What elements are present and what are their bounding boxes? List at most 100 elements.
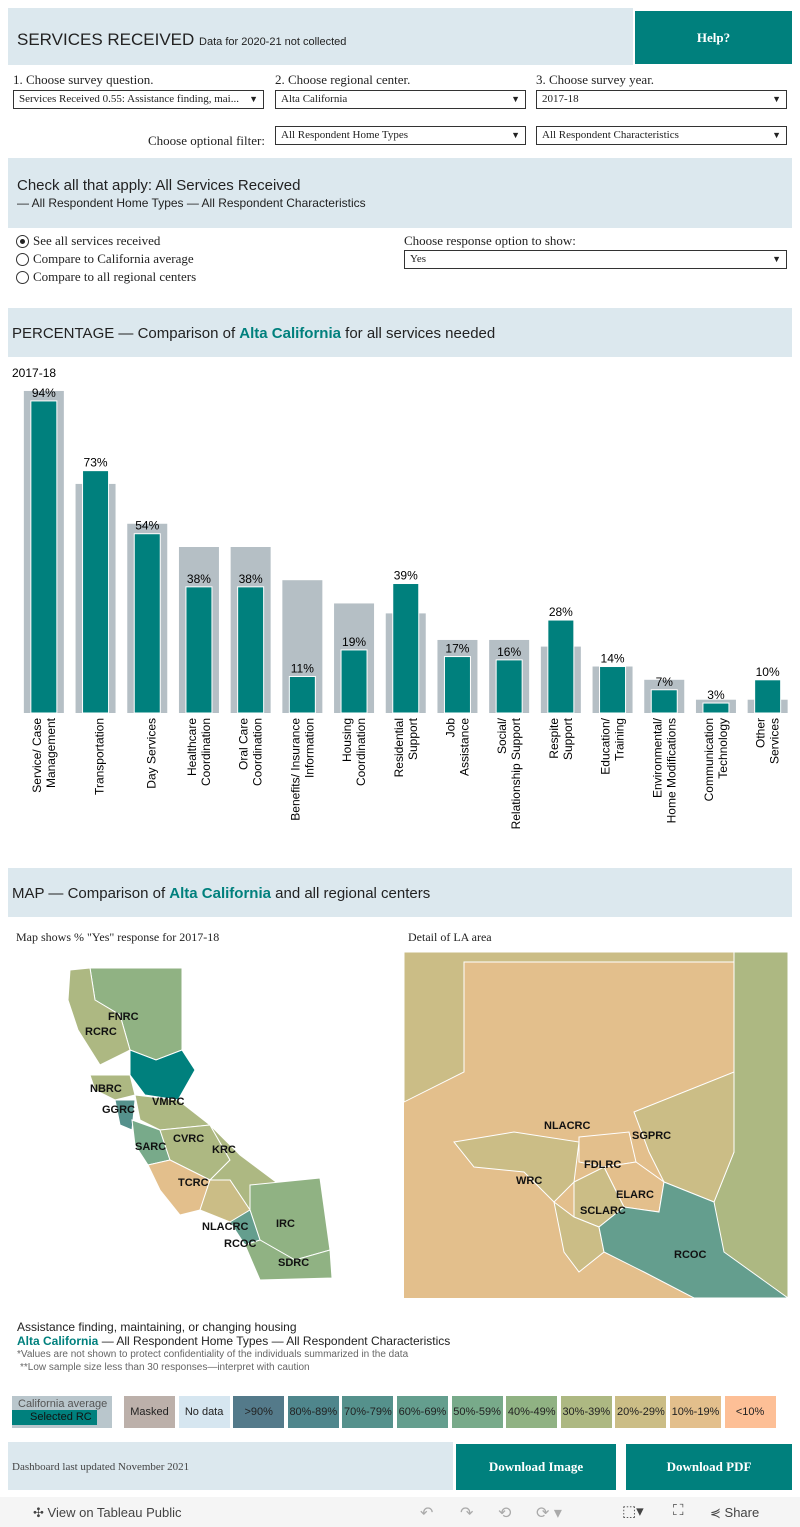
download-icon[interactable]: ⬚▾ (622, 1503, 644, 1520)
bar-value-label: 11% (291, 661, 314, 675)
radio-compare-ca[interactable]: Compare to California average (16, 251, 194, 267)
legend-swatch: 50%-59% (451, 1396, 503, 1428)
region-label: VMRC (152, 1096, 184, 1108)
selected-rc-bar[interactable] (82, 470, 110, 714)
region-alta[interactable] (129, 1049, 196, 1101)
radio-see-all[interactable]: See all services received (16, 233, 160, 249)
category-label: RespiteSupport (547, 717, 575, 760)
region-label: SCLARC (580, 1205, 626, 1217)
year-label: 3. Choose survey year. (536, 72, 655, 87)
characteristics-select[interactable]: All Respondent Characteristics ▼ (536, 126, 787, 145)
region-wrc[interactable] (453, 1131, 580, 1203)
legend-swatch: Masked (124, 1396, 175, 1428)
selected-rc-label: Selected RC (12, 1410, 97, 1425)
region-label: NLACRC (544, 1120, 590, 1132)
selected-rc-bar[interactable] (340, 649, 368, 714)
selected-rc-bar[interactable] (133, 533, 161, 714)
check-all-title: Check all that apply: All Services Recei… (17, 177, 301, 194)
legend-swatch: 10%-19% (670, 1396, 721, 1428)
radio-compare-all[interactable]: Compare to all regional centers (16, 269, 196, 285)
download-image-button[interactable]: Download Image (456, 1444, 616, 1490)
category-label: OtherServices (754, 718, 782, 764)
region-sdrc[interactable] (244, 1239, 333, 1281)
bar-value-label: 94% (32, 386, 56, 400)
fullscreen-icon[interactable]: ⛶ (673, 1502, 684, 1519)
category-label: Environmental/Home Modifications (650, 717, 678, 823)
legend-swatch: No data (178, 1396, 230, 1428)
legend-swatch: <10% (724, 1396, 776, 1428)
radio-circle[interactable] (16, 234, 29, 248)
map-left-title: Map shows % "Yes" response for 2017-18 (16, 930, 220, 944)
category-label: Oral CareCoordination (237, 718, 265, 786)
radio-circle[interactable] (16, 270, 29, 284)
region-label: WRC (516, 1175, 542, 1187)
region-label: SDRC (278, 1257, 309, 1269)
chevron-down-icon: ▼ (772, 254, 781, 264)
region-label: NLACRC (202, 1221, 248, 1233)
caption-note-sample: **Low sample size less than 30 responses… (20, 1362, 310, 1373)
last-updated: Dashboard last updated November 2021 (12, 1461, 190, 1473)
category-label: Day Services (144, 718, 158, 789)
california-map[interactable]: FNRC RCRC NBRC GGRC VMRC CVRC SARC KRC TCRC NLACR… (60, 960, 370, 1285)
year-select[interactable]: 2017-18 ▼ (536, 90, 787, 109)
legend-swatch: 40%-49% (506, 1396, 558, 1428)
legend-swatch: 70%-79% (342, 1396, 394, 1428)
help-button[interactable]: Help? (635, 11, 792, 64)
refresh-icon[interactable]: ⟳ ▾ (536, 1505, 562, 1522)
selected-rc-bar[interactable] (30, 400, 58, 714)
chevron-down-icon: ▼ (772, 130, 781, 140)
region-nlacrc[interactable] (199, 1179, 251, 1223)
bar-value-label: 28% (549, 605, 573, 619)
category-label: Social/Relationship Support (495, 717, 523, 829)
region-rcoc-detail[interactable] (598, 1181, 788, 1298)
chevron-down-icon: ▼ (511, 94, 520, 104)
download-pdf-button[interactable]: Download PDF (626, 1444, 792, 1490)
selected-rc-bar[interactable] (702, 702, 730, 714)
chevron-down-icon: ▼ (511, 130, 520, 140)
caption-filters: Alta California — All Respondent Home Ty… (17, 1334, 451, 1348)
selected-rc-bar[interactable] (650, 689, 678, 714)
home-type-select[interactable]: All Respondent Home Types ▼ (275, 126, 526, 145)
region-label: NBRC (90, 1083, 122, 1095)
category-label: CommunicationTechnology (702, 718, 730, 801)
category-label: HealthcareCoordination (185, 718, 213, 786)
percentage-header (8, 308, 792, 357)
optional-filter-label: Choose optional filter: (148, 133, 265, 148)
redo-icon[interactable]: ↷ (460, 1505, 474, 1522)
undo-icon[interactable]: ↶ (420, 1505, 434, 1522)
view-on-tableau-link[interactable]: ✣ View on Tableau Public (33, 1505, 182, 1520)
legend-swatch: 80%-89% (287, 1396, 339, 1428)
selected-rc-bar[interactable] (495, 659, 523, 714)
question-label: 1. Choose survey question. (13, 72, 154, 87)
bar-value-label: 73% (84, 456, 108, 470)
selected-rc-bar[interactable] (599, 666, 627, 714)
ca-average-label: California average (18, 1398, 108, 1410)
chart-year-label: 2017-18 (12, 366, 56, 380)
region-krc-detail (404, 952, 788, 1103)
la-detail-map[interactable]: NLACRC SGPRC FDLRC WRC ELARC SCLARC RCOC (404, 952, 788, 1298)
region-nbrc[interactable] (89, 1074, 136, 1101)
chevron-down-icon: ▼ (249, 94, 258, 104)
selected-rc-bar[interactable] (392, 583, 420, 714)
category-label: HousingCoordination (340, 718, 368, 786)
question-select[interactable]: Services Received 0.55: Assistance findi… (13, 90, 264, 109)
selected-rc-bar[interactable] (754, 679, 782, 714)
selected-rc-bar[interactable] (288, 675, 316, 714)
response-select[interactable]: Yes ▼ (404, 250, 787, 269)
bar-value-label: 7% (656, 675, 674, 689)
rc-select[interactable]: Alta California ▼ (275, 90, 526, 109)
selected-rc-bar[interactable] (185, 586, 213, 714)
category-label: Education/Training (599, 717, 627, 774)
category-label: Service/ CaseManagement (30, 717, 58, 792)
region-label: RCRC (85, 1026, 117, 1038)
selected-rc-bar[interactable] (443, 656, 471, 714)
selected-rc-bar[interactable] (237, 586, 265, 714)
region-label: FNRC (108, 1011, 139, 1023)
chevron-down-icon: ▼ (772, 94, 781, 104)
services-bar-chart: 2017-18 94% Service/ CaseManagement 73% Tran… (12, 366, 788, 829)
radio-circle[interactable] (16, 252, 29, 266)
region-ggrc[interactable] (114, 1099, 136, 1131)
share-button[interactable]: ⋞ Share (710, 1505, 760, 1520)
selected-rc-bar[interactable] (547, 619, 575, 714)
revert-icon[interactable]: ⟲ (498, 1505, 512, 1522)
